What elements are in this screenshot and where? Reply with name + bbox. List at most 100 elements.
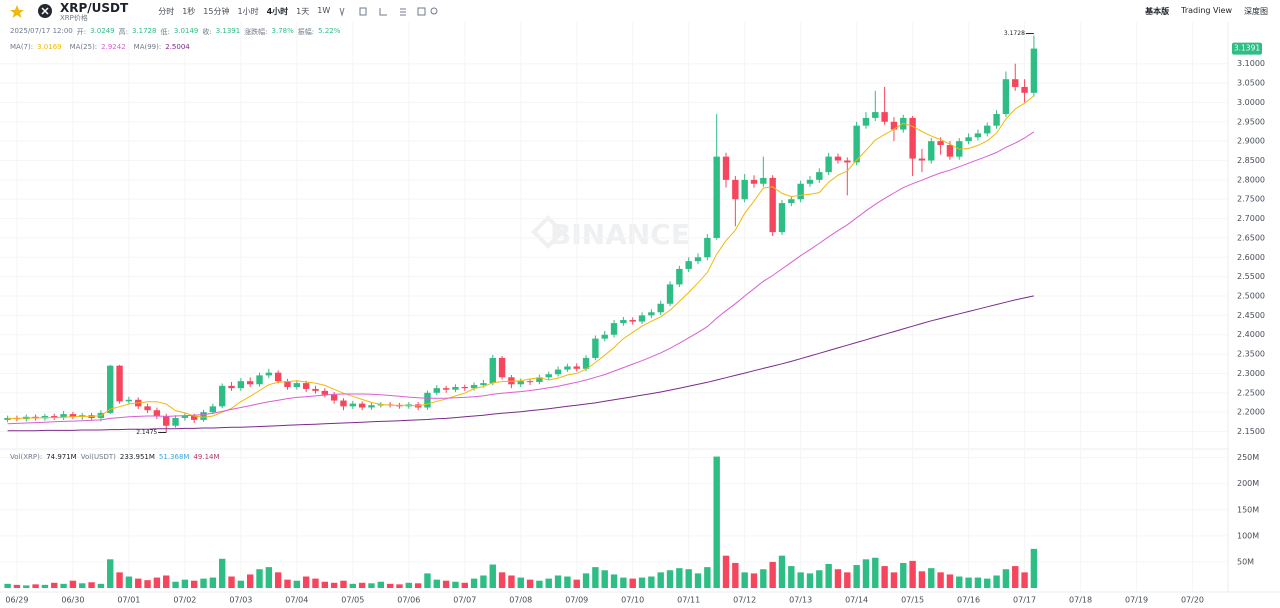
interval-tab[interactable]: 分时 bbox=[158, 6, 175, 16]
volume-bar bbox=[666, 570, 674, 588]
candle-body bbox=[116, 365, 123, 402]
candle-body bbox=[181, 416, 189, 418]
y-tick-label: 3.0500 bbox=[1237, 79, 1265, 88]
candle-body bbox=[302, 383, 310, 389]
volume-bar bbox=[648, 576, 655, 588]
candle-body bbox=[769, 177, 776, 233]
volume-bar bbox=[414, 583, 422, 588]
x-tick-label: 07/11 bbox=[677, 596, 700, 605]
volume-bar bbox=[302, 576, 310, 588]
candle-body bbox=[825, 156, 832, 173]
info-label: 涨跌幅: bbox=[244, 28, 268, 36]
volume-bar bbox=[722, 555, 730, 588]
low-label: 2.1475 bbox=[136, 429, 157, 436]
volume-bar bbox=[629, 578, 636, 588]
candle-body bbox=[648, 312, 655, 316]
info-label: 高: bbox=[118, 28, 128, 36]
candle-body bbox=[144, 406, 151, 411]
volume-bar bbox=[218, 558, 226, 588]
volume-bar bbox=[638, 577, 646, 588]
volume-bar bbox=[32, 584, 39, 588]
candle-body bbox=[872, 112, 879, 118]
candle-body bbox=[191, 416, 198, 420]
volume-bar bbox=[536, 580, 543, 588]
volume-bar bbox=[760, 569, 767, 588]
candle-body bbox=[844, 160, 851, 163]
candle-body bbox=[722, 156, 730, 180]
view-tab[interactable]: Trading View bbox=[1181, 6, 1232, 15]
x-tick-label: 07/06 bbox=[397, 596, 420, 605]
x-tick-label: 07/15 bbox=[901, 596, 924, 605]
candle-body bbox=[629, 320, 636, 322]
candle-body bbox=[834, 156, 842, 161]
ohlc-info: 2025/07/17 12:00 开: 3.0249 高: 3.1728 低: 3.0149… bbox=[10, 27, 340, 37]
candle-body bbox=[937, 141, 944, 146]
ma-name: MA(7): bbox=[10, 43, 34, 51]
volume-bar bbox=[433, 579, 440, 588]
candle-body bbox=[265, 372, 273, 376]
y-tick-label: 2.2500 bbox=[1237, 388, 1265, 397]
candle-body bbox=[358, 403, 366, 408]
volume-bar bbox=[816, 570, 823, 588]
candle-body bbox=[545, 374, 552, 378]
symbol-subtitle[interactable]: XRP价格 bbox=[60, 13, 88, 22]
candle-body bbox=[806, 179, 814, 184]
volume-bar bbox=[900, 562, 907, 588]
symbol[interactable]: XRP/USDT bbox=[60, 0, 129, 15]
volume-bar bbox=[1021, 572, 1028, 588]
vol-ma: 51.368M bbox=[158, 453, 190, 461]
interval-tab[interactable]: 4小时 bbox=[266, 6, 289, 16]
volume-bar bbox=[23, 585, 30, 588]
volume-bar bbox=[610, 574, 618, 588]
view-tab[interactable]: 基本版 bbox=[1145, 7, 1170, 16]
y-tick-label: 2.4500 bbox=[1237, 311, 1265, 320]
volume-bar bbox=[909, 560, 916, 588]
candle-body bbox=[713, 156, 720, 238]
interval-tab[interactable]: 1天 bbox=[296, 6, 310, 16]
x-tick-label: 06/30 bbox=[61, 596, 84, 605]
candle-body bbox=[330, 394, 338, 401]
candle-body bbox=[592, 338, 599, 358]
high-label: 3.1728 bbox=[1004, 30, 1025, 37]
candle-body bbox=[172, 417, 179, 426]
interval-tab[interactable]: 15分钟 bbox=[203, 6, 230, 16]
volume-bar bbox=[41, 584, 49, 588]
y-tick-label: 2.3000 bbox=[1237, 369, 1265, 378]
volume-bar bbox=[844, 572, 851, 588]
x-tick-label: 07/04 bbox=[285, 596, 308, 605]
candle-body bbox=[51, 416, 58, 418]
interval-bar: 分时 1秒 15分钟 1小时 4小时 1天 1W bbox=[150, 6, 330, 17]
interval-tab[interactable]: 1秒 bbox=[182, 6, 196, 16]
volume-bar bbox=[349, 583, 357, 588]
candle-body bbox=[601, 334, 608, 339]
volume-bar bbox=[153, 577, 161, 588]
ma-line bbox=[7, 295, 1035, 432]
toolbar: XRP/USDT XRP价格 分时 1秒 15分钟 1小时 4小时 1天 1W 基本版 Tra… bbox=[0, 0, 1280, 22]
candle-body bbox=[638, 315, 646, 322]
volume-bar bbox=[517, 577, 524, 588]
x-tick-label: 07/16 bbox=[957, 596, 980, 605]
volume-bar bbox=[890, 572, 898, 588]
candle-body bbox=[246, 381, 254, 385]
candle-body bbox=[340, 400, 347, 407]
candle-body bbox=[153, 410, 161, 417]
volume-bar bbox=[4, 583, 11, 588]
volume-bar bbox=[386, 583, 394, 588]
view-tab[interactable]: 深度图 bbox=[1244, 7, 1268, 16]
x-tick-label: 07/18 bbox=[1069, 596, 1092, 605]
ma-value: 2.9242 bbox=[101, 43, 126, 51]
interval-tab[interactable]: 1W bbox=[317, 5, 331, 15]
star-icon[interactable] bbox=[0, 0, 34, 22]
volume-bar bbox=[377, 581, 384, 588]
volume-bar bbox=[732, 562, 739, 588]
candle-body bbox=[918, 158, 926, 161]
candle-body bbox=[461, 386, 468, 389]
y-tick-label: 2.5000 bbox=[1237, 292, 1265, 301]
volume-bar bbox=[685, 569, 692, 588]
candle-body bbox=[368, 405, 375, 408]
x-tick-label: 07/10 bbox=[621, 596, 644, 605]
candle-body bbox=[526, 381, 534, 383]
interval-tab[interactable]: 1小时 bbox=[237, 6, 259, 16]
volume-bar bbox=[172, 581, 179, 588]
